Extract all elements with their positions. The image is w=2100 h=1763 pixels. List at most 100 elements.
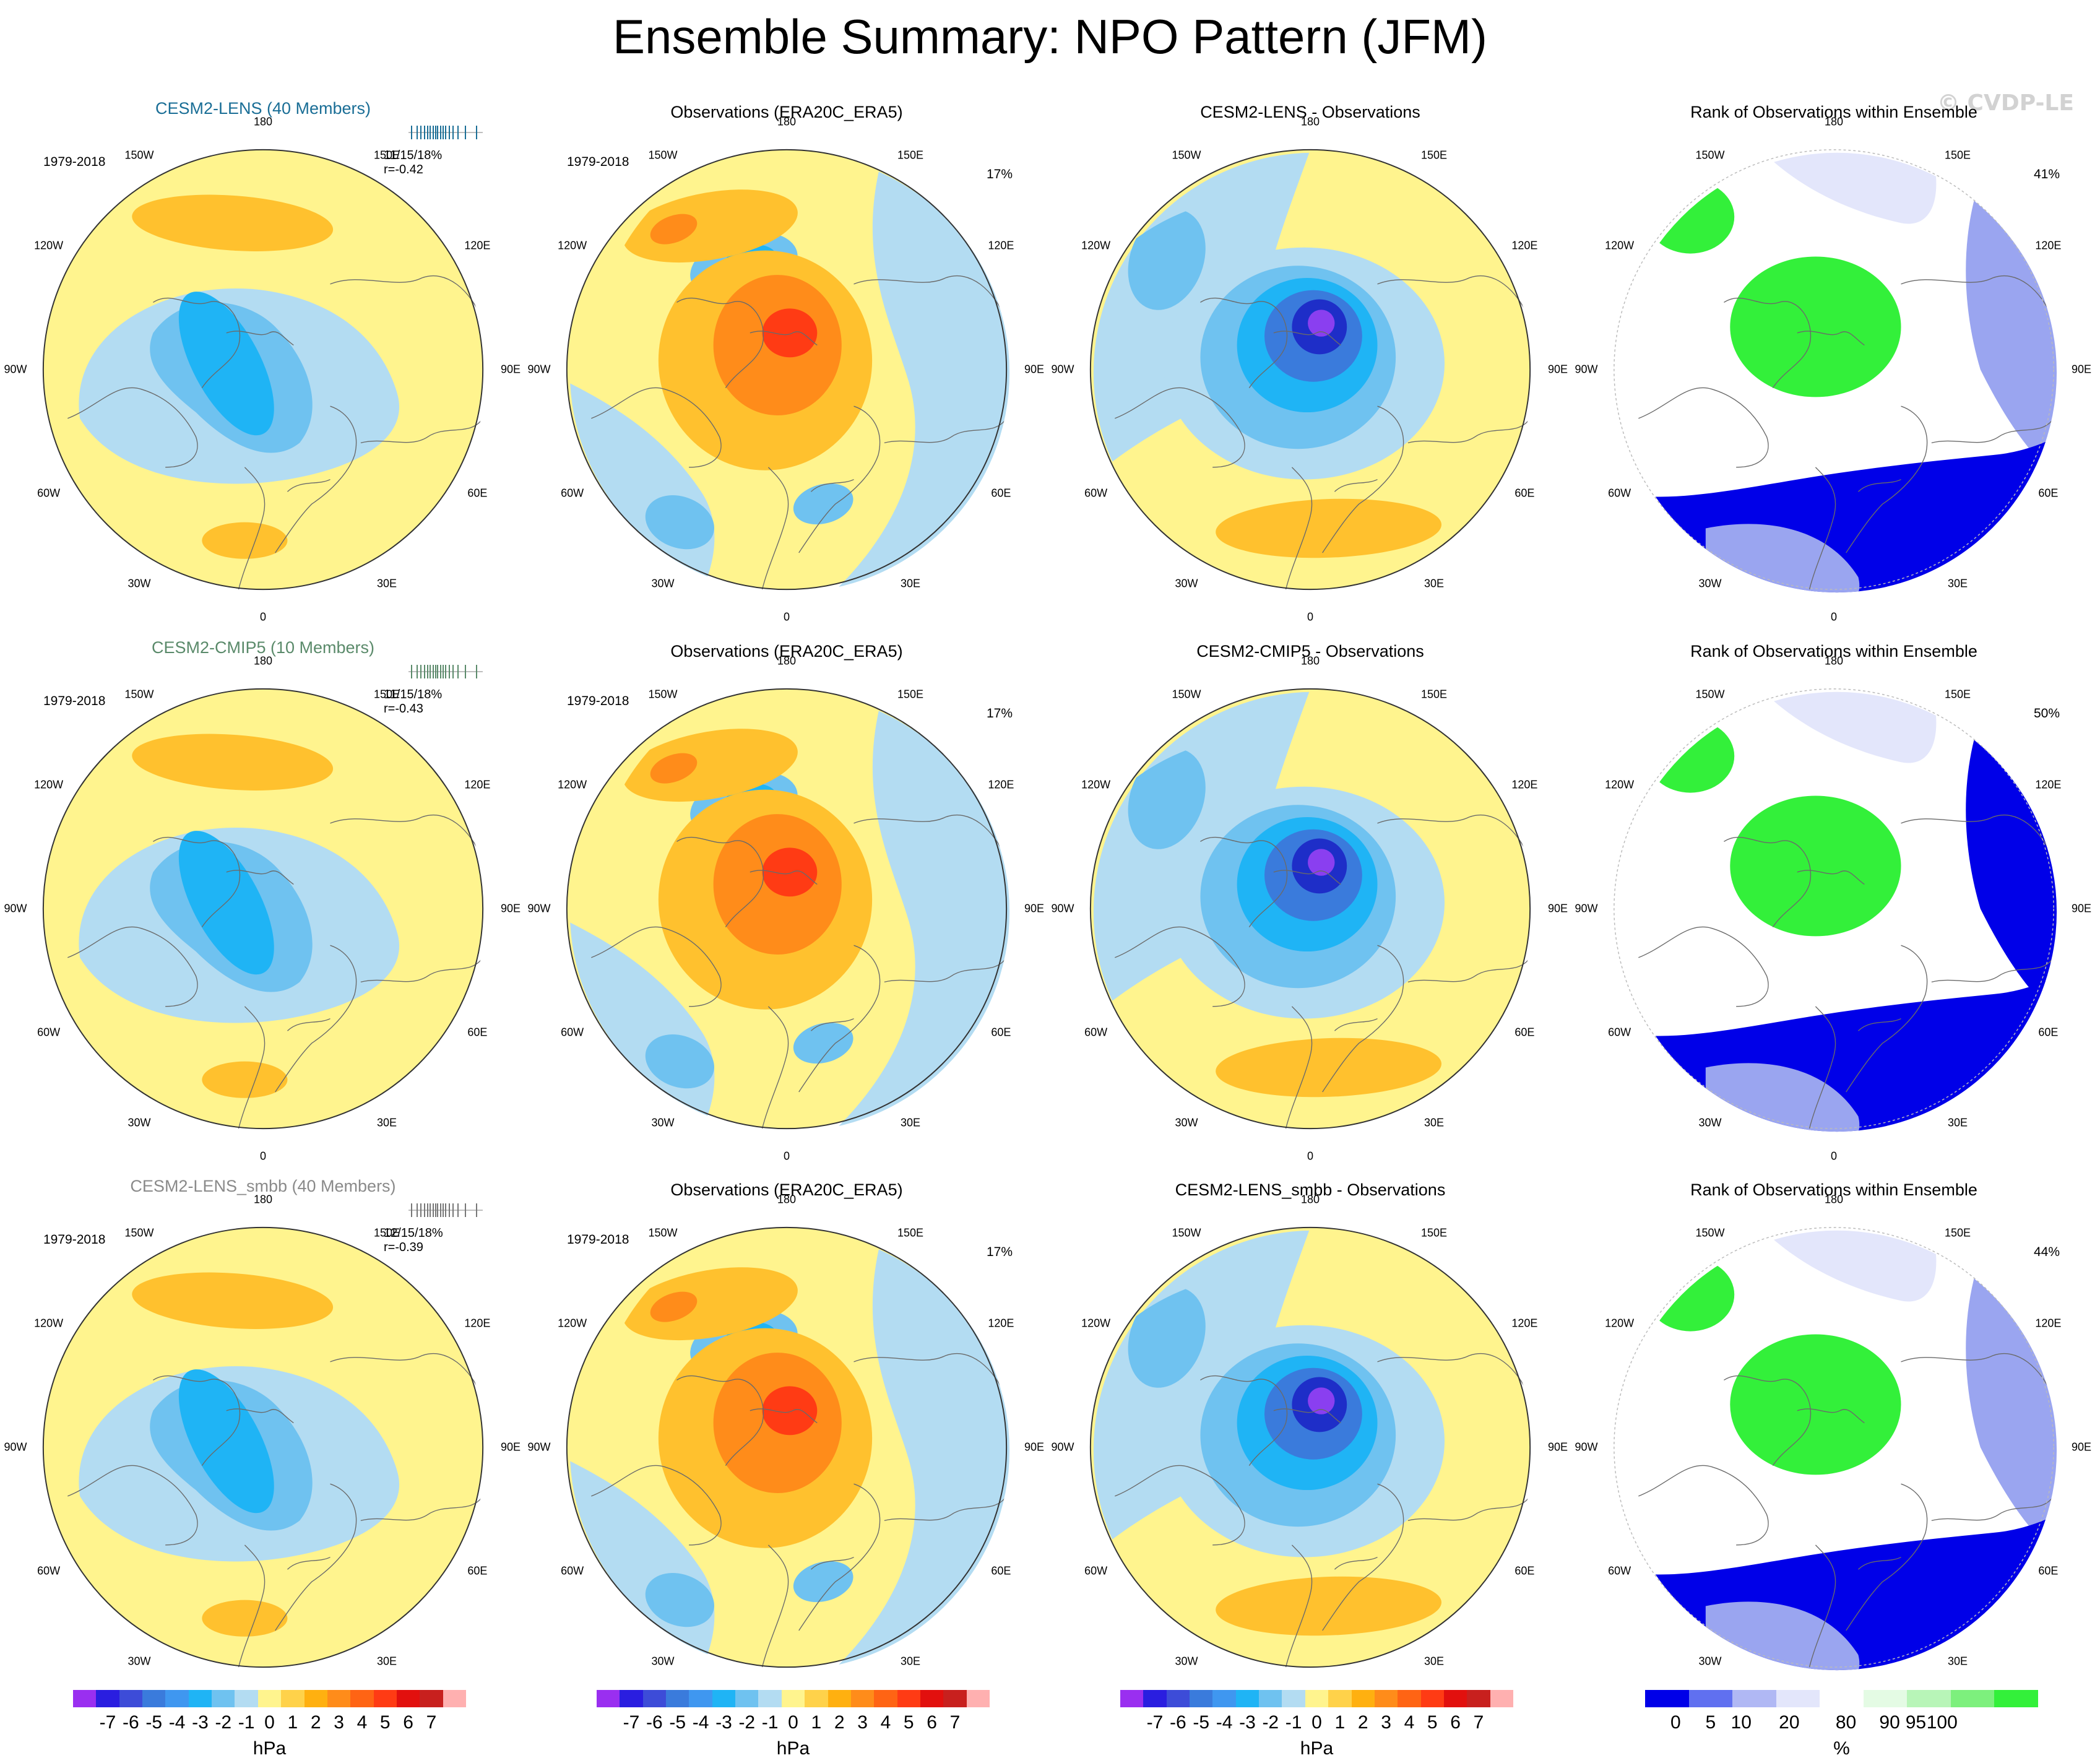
colorbar-swatch <box>212 1690 235 1707</box>
region-positive-pole-core <box>762 1386 818 1436</box>
year-range: 1979-2018 <box>43 1232 106 1247</box>
coastline-segment <box>761 467 789 590</box>
colorbar-swatch <box>1863 1690 1908 1707</box>
coastline-segment <box>1334 479 1378 492</box>
coastline-segment <box>750 1408 818 1424</box>
polar-map <box>566 688 1010 1132</box>
panel-title: Observations (ERA20C_ERA5) <box>670 103 903 121</box>
longitude-label: 120W <box>1081 239 1111 252</box>
region-negative-south-b <box>793 1022 853 1064</box>
longitude-label: 90E <box>1024 363 1045 376</box>
polar-map <box>1614 1227 2057 1671</box>
colorbar-swatch <box>1420 1690 1445 1707</box>
colorbar-tick-label: -7 <box>1146 1712 1164 1733</box>
coastline-segment <box>853 1353 1007 1399</box>
coastline-segment <box>1273 1408 1341 1424</box>
longitude-label: 180 <box>1300 115 1320 128</box>
colorbar-swatch <box>1212 1690 1237 1707</box>
region-negative-pacific <box>1128 748 1206 849</box>
figure-title: Ensemble Summary: NPO Pattern (JFM) <box>613 9 1487 64</box>
longitude-label: 90W <box>1575 1440 1598 1453</box>
region-positive-south <box>202 522 288 559</box>
longitude-label: 120W <box>34 1317 64 1330</box>
colorbar-swatch <box>235 1690 259 1707</box>
longitude-label: 180 <box>253 654 273 667</box>
coastline-segment <box>67 926 198 1007</box>
polar-map <box>42 1226 484 1668</box>
colorbar-swatch <box>1688 1690 1733 1707</box>
observations-panel: Observations (ERA20C_ERA5) 1979-2018 17% 18… <box>524 638 1050 1177</box>
longitude-label: 30W <box>1698 1116 1722 1129</box>
region-rank-pale-north <box>1760 152 1937 224</box>
longitude-label: 60E <box>2038 1026 2059 1039</box>
longitude-label: 150W <box>648 688 678 701</box>
colorbar-tick-label: 80 <box>1835 1712 1857 1733</box>
longitude-label: 180 <box>253 115 273 128</box>
coastline-segment <box>1857 1556 1901 1570</box>
region-rank-high-pole <box>1730 1334 1901 1475</box>
longitude-label: 60W <box>1608 487 1631 500</box>
longitude-label: 120E <box>464 239 491 252</box>
colorbar-swatch <box>420 1690 444 1707</box>
longitude-label: 0 <box>1830 610 1838 623</box>
model-panel: CESM2-LENS (40 Members) 1979-2018 11/15/18… <box>0 99 526 638</box>
colorbar-tick-label: 10 <box>1731 1712 1752 1733</box>
region-negative-core <box>1308 1387 1335 1414</box>
map-border <box>1089 1226 1531 1668</box>
coastline-segment <box>1285 1006 1313 1129</box>
coastline-segment <box>275 945 357 1093</box>
colorbar-tick-label: -1 <box>1285 1712 1302 1733</box>
longitude-label: 0 <box>783 610 790 623</box>
colorbar-swatch <box>1351 1690 1375 1707</box>
longitude-label: 90E <box>2071 1440 2092 1453</box>
region-positive-north-core <box>650 1291 698 1322</box>
coastline-segment <box>884 957 1007 983</box>
longitude-label: 90W <box>527 902 551 915</box>
colorbar-tick-label: 2 <box>834 1712 845 1733</box>
coastline-segment <box>853 275 1007 321</box>
longitude-label: 30E <box>1947 1655 1968 1668</box>
pattern-percent: 41% <box>2034 167 2060 181</box>
colorbar-tick-label: -1 <box>761 1712 779 1733</box>
longitude-label: 120W <box>1605 778 1635 791</box>
longitude-label: 180 <box>1300 1193 1320 1206</box>
map-border <box>1089 688 1531 1130</box>
coastline-segment <box>1901 275 2054 321</box>
region-positive-south <box>1216 1037 1441 1098</box>
longitude-label: 60W <box>1084 1564 1108 1577</box>
colorbar-swatch <box>666 1690 689 1707</box>
longitude-label: 120W <box>558 239 587 252</box>
coastline-segment <box>238 1006 266 1129</box>
correlation-stat: r=-0.39 <box>384 1241 423 1254</box>
longitude-label: 180 <box>777 654 797 667</box>
panel-title: Rank of Observations within Ensemble <box>1690 1180 1977 1199</box>
region-rank-low-east-band <box>1966 152 2057 492</box>
colorbar-swatch <box>1328 1690 1352 1707</box>
coastline-segment <box>1115 387 1245 468</box>
colorbar-swatch <box>1398 1690 1422 1707</box>
colorbar-unit: hPa <box>253 1738 287 1759</box>
colorbar-tick-label: 5 <box>1427 1712 1438 1733</box>
polar-map <box>1614 149 2057 593</box>
coastline-segment <box>238 467 266 590</box>
colorbar-swatch <box>1776 1690 1820 1707</box>
colorbar-swatch <box>966 1690 990 1707</box>
coastline-segment <box>330 275 483 321</box>
coastlines <box>1115 1353 1531 1668</box>
longitude-label: 30E <box>376 577 397 590</box>
longitude-label: 90E <box>1547 902 1568 915</box>
coastline-segment <box>287 1018 331 1031</box>
longitude-label: 60E <box>1515 487 1535 500</box>
colorbar-tick-label: 0 <box>1311 1712 1322 1733</box>
coastline-segment <box>884 1496 1007 1522</box>
coastline-segment <box>1407 418 1531 444</box>
longitude-label: 150E <box>373 688 400 701</box>
longitude-label: 150E <box>897 688 924 701</box>
longitude-label: 150W <box>124 149 154 162</box>
colorbar-tick-label: -5 <box>145 1712 163 1733</box>
colorbar-swatch <box>1467 1690 1491 1707</box>
colorbar-tick-label: 7 <box>949 1712 961 1733</box>
rank-colorbar: 0 5 10 20 80 90 95 100% <box>1645 1690 2039 1759</box>
correlation-stat: r=-0.43 <box>384 702 423 716</box>
polar-map <box>1089 688 1531 1130</box>
